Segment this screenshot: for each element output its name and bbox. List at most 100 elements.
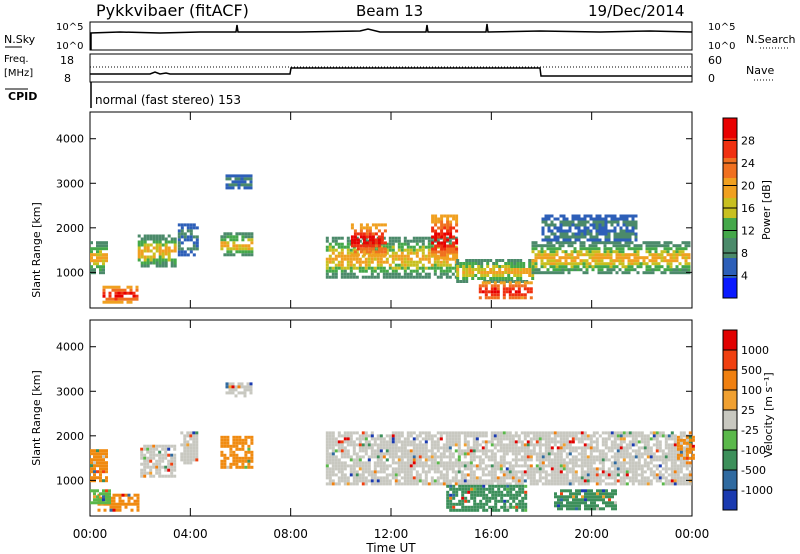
cpid-label: CPID xyxy=(8,90,37,103)
power-echo-region xyxy=(137,234,177,268)
x-tick-label: 00:00 xyxy=(73,527,108,541)
colorbar-tick-label: 28 xyxy=(741,135,755,148)
nsearch-label: N.Search xyxy=(746,33,796,46)
velocity-echo-region xyxy=(225,382,253,398)
velocity-ylabel: Slant Range [km] xyxy=(30,370,43,466)
power-echo-region xyxy=(531,241,691,275)
date-title: 19/Dec/2014 xyxy=(588,2,684,20)
nsky-tick-top-right: 10^5 xyxy=(708,22,735,33)
nave-label: Nave xyxy=(746,64,774,77)
nsky-panel: N.Sky 10^5 10^0 10^5 10^0 N.Search xyxy=(4,21,796,52)
colorbar-tick-label: 500 xyxy=(741,364,762,377)
time-x-axis: 00:00 04:00 08:00 12:00 16:00 20:00 00:00 xyxy=(73,112,710,541)
velocity-echo-region xyxy=(554,489,617,511)
nsky-trace xyxy=(89,23,693,34)
colorbar-segment xyxy=(723,218,737,238)
colorbar-tick-label: -25 xyxy=(741,424,759,437)
colorbar-tick-label: -100 xyxy=(741,444,766,457)
freq-tick-bottom: 8 xyxy=(64,72,71,85)
velocity-echo-region xyxy=(140,444,177,478)
colorbar-tick-label: 20 xyxy=(741,180,755,193)
colorbar-tick-label: 16 xyxy=(741,202,755,215)
y-tick-label: 2000 xyxy=(56,430,84,443)
colorbar-segment xyxy=(723,330,737,350)
nave-tick-bottom: 0 xyxy=(708,72,715,85)
power-echo-region xyxy=(102,285,139,304)
colorbar-segment xyxy=(723,118,737,138)
power-echo-region xyxy=(225,174,253,190)
cpid-text: normal (fast stereo) 153 xyxy=(95,93,241,107)
colorbar-tick-label: 4 xyxy=(741,270,748,283)
colorbar-segment xyxy=(723,138,737,158)
colorbar-segment xyxy=(723,258,737,278)
x-tick-label: 20:00 xyxy=(574,527,609,541)
velocity-echo-region xyxy=(220,435,254,469)
power-ylabel: Slant Range [km] xyxy=(30,202,43,298)
y-tick-label: 4000 xyxy=(56,133,84,146)
nsky-tick-bottom-left: 10^0 xyxy=(56,41,83,52)
colorbar-tick-label: -500 xyxy=(741,464,766,477)
freq-trace xyxy=(90,67,692,77)
colorbar-segment xyxy=(723,278,737,298)
nsky-frame xyxy=(89,21,693,51)
colorbar-tick-label: -1000 xyxy=(741,484,773,497)
x-axis-label: Time UT xyxy=(365,541,416,554)
nsky-tick-top-left: 10^5 xyxy=(56,22,83,33)
x-tick-label: 12:00 xyxy=(374,527,409,541)
freq-unit: [MHz] xyxy=(4,68,33,79)
y-tick-label: 3000 xyxy=(56,177,84,190)
colorbar-tick-label: 12 xyxy=(741,225,755,238)
freq-panel: Freq. [MHz] 18 8 60 0 Nave xyxy=(4,53,774,108)
colorbar-segment xyxy=(723,490,737,510)
velocity-colorbar-label: Velocity [m s⁻¹] xyxy=(762,372,775,457)
velocity-echo-region xyxy=(180,431,199,465)
colorbar-segment xyxy=(723,158,737,178)
y-tick-label: 2000 xyxy=(56,222,84,235)
colorbar-tick-label: 25 xyxy=(741,404,755,417)
nsky-tick-bottom-right: 10^0 xyxy=(708,41,735,52)
colorbar-segment xyxy=(723,370,737,390)
velocity-echo-region xyxy=(325,431,692,486)
power-echo-region xyxy=(541,214,638,242)
x-tick-label: 16:00 xyxy=(474,527,509,541)
power-echo-region xyxy=(220,232,254,257)
power-data-marks xyxy=(90,174,691,304)
colorbar-segment xyxy=(723,178,737,198)
y-tick-label: 3000 xyxy=(56,385,84,398)
nsky-label: N.Sky xyxy=(4,33,36,46)
velocity-echo-region xyxy=(446,484,528,512)
power-echo-region xyxy=(478,281,533,300)
colorbar-segment xyxy=(723,350,737,370)
power-panel: 1000 2000 3000 4000 Slant Range [km] 28 24 20… xyxy=(30,111,773,309)
freq-tick-top: 18 xyxy=(60,54,74,67)
station-title: Pykkvibaer (fitACF) xyxy=(96,1,249,20)
colorbar-frame xyxy=(722,329,738,511)
y-tick-label: 1000 xyxy=(56,474,84,487)
colorbar-segment xyxy=(723,450,737,470)
colorbar-segment xyxy=(723,410,737,430)
power-echo-region xyxy=(431,214,459,260)
velocity-echo-region xyxy=(90,449,108,483)
velocity-data-marks xyxy=(90,382,695,512)
colorbar-tick-label: 1000 xyxy=(741,344,769,357)
colorbar-segment xyxy=(723,238,737,258)
velocity-colorbar: 1000 500 100 25 -25 -100 -500 -1000 xyxy=(722,329,773,511)
y-tick-label: 4000 xyxy=(56,341,84,354)
freq-frame xyxy=(89,53,693,83)
x-tick-label: 04:00 xyxy=(173,527,208,541)
power-echo-region xyxy=(350,223,387,257)
power-colorbar: 28 24 20 16 12 8 4 xyxy=(722,117,755,299)
colorbar-segment xyxy=(723,430,737,450)
freq-label: Freq. xyxy=(4,54,29,65)
power-y-axis: 1000 2000 3000 4000 xyxy=(56,133,692,279)
colorbar-tick-label: 8 xyxy=(741,247,748,260)
velocity-plot-frame xyxy=(89,319,693,517)
x-tick-label: 08:00 xyxy=(273,527,308,541)
x-tick-label: 00:00 xyxy=(675,527,710,541)
power-colorbar-label: Power [dB] xyxy=(760,180,773,240)
velocity-y-axis: 1000 2000 3000 4000 xyxy=(56,341,692,487)
colorbar-tick-label: 100 xyxy=(741,384,762,397)
beam-title: Beam 13 xyxy=(356,2,423,20)
velocity-echo-region xyxy=(90,489,111,505)
